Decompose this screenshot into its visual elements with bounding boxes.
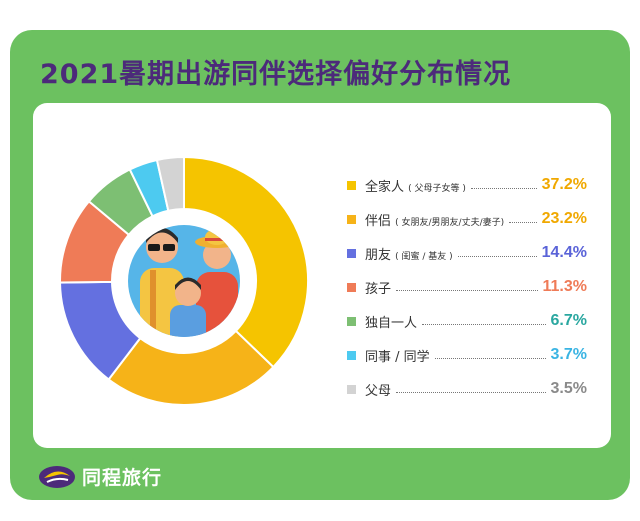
legend-label: 同事 / 同学 — [365, 349, 430, 365]
brand-name: 同程旅行 — [82, 467, 163, 489]
legend-label: 父母 — [365, 383, 392, 399]
legend-item-partner: 伴侣 ( 女朋友/男朋友/丈夫/妻子) 23.2% — [347, 208, 587, 230]
tongcheng-logo-icon — [39, 465, 75, 488]
leader-dots — [509, 221, 537, 223]
leader-dots — [396, 289, 538, 291]
page-title: 2021暑期出游同伴选择偏好分布情况 — [40, 59, 512, 90]
legend-swatch — [347, 316, 356, 326]
father-head — [146, 231, 178, 263]
legend-swatch — [347, 180, 356, 190]
child-shirt — [170, 305, 206, 337]
legend-note: ( 父母子女等 ) — [408, 183, 466, 194]
brand-logo: 同程旅行 — [38, 463, 162, 490]
legend-swatch — [347, 248, 356, 258]
legend-note: ( 闺蜜 / 基友 ) — [395, 251, 453, 262]
legend-label: 独自一人 — [365, 315, 418, 331]
legend-label: 伴侣 — [365, 213, 392, 229]
leader-dots — [470, 187, 537, 189]
legend-value: 37.2% — [541, 176, 587, 193]
legend-item-family: 全家人 ( 父母子女等 ) 37.2% — [347, 174, 587, 196]
legend-swatch — [347, 384, 356, 394]
legend-swatch — [347, 214, 356, 224]
mother-head — [203, 241, 231, 269]
legend-swatch — [347, 282, 356, 292]
legend-item-friends: 朋友 ( 闺蜜 / 基友 ) 14.4% — [347, 242, 587, 264]
legend-label: 全家人 — [365, 179, 405, 195]
legend-swatch — [347, 350, 356, 360]
donut-slice-1 — [107, 329, 275, 406]
leader-dots — [457, 255, 537, 257]
leader-dots — [396, 391, 546, 393]
leader-dots — [434, 357, 546, 359]
legend-item-alone: 独自一人 6.7% — [347, 310, 587, 332]
legend-item-children: 孩子 11.3% — [347, 276, 587, 298]
leader-dots — [422, 323, 546, 325]
legend-value: 14.4% — [541, 244, 587, 261]
legend-note: ( 女朋友/男朋友/丈夫/妻子) — [395, 217, 505, 228]
family-illustration — [114, 211, 254, 351]
legend-value: 11.3% — [542, 278, 587, 295]
legend-value: 3.7% — [550, 346, 587, 363]
legend-value: 23.2% — [541, 210, 587, 227]
legend-item-colleagues: 同事 / 同学 3.7% — [347, 344, 587, 366]
legend-label: 孩子 — [365, 281, 392, 297]
legend-value: 6.7% — [550, 312, 587, 329]
legend-label: 朋友 — [365, 247, 392, 263]
legend-value: 3.5% — [550, 380, 587, 397]
sunglasses-icon — [148, 244, 160, 251]
child-head — [175, 280, 201, 306]
donut-slice-6 — [155, 155, 185, 212]
legend-item-parents: 父母 3.5% — [347, 378, 587, 400]
donut-slice-0 — [183, 155, 309, 369]
